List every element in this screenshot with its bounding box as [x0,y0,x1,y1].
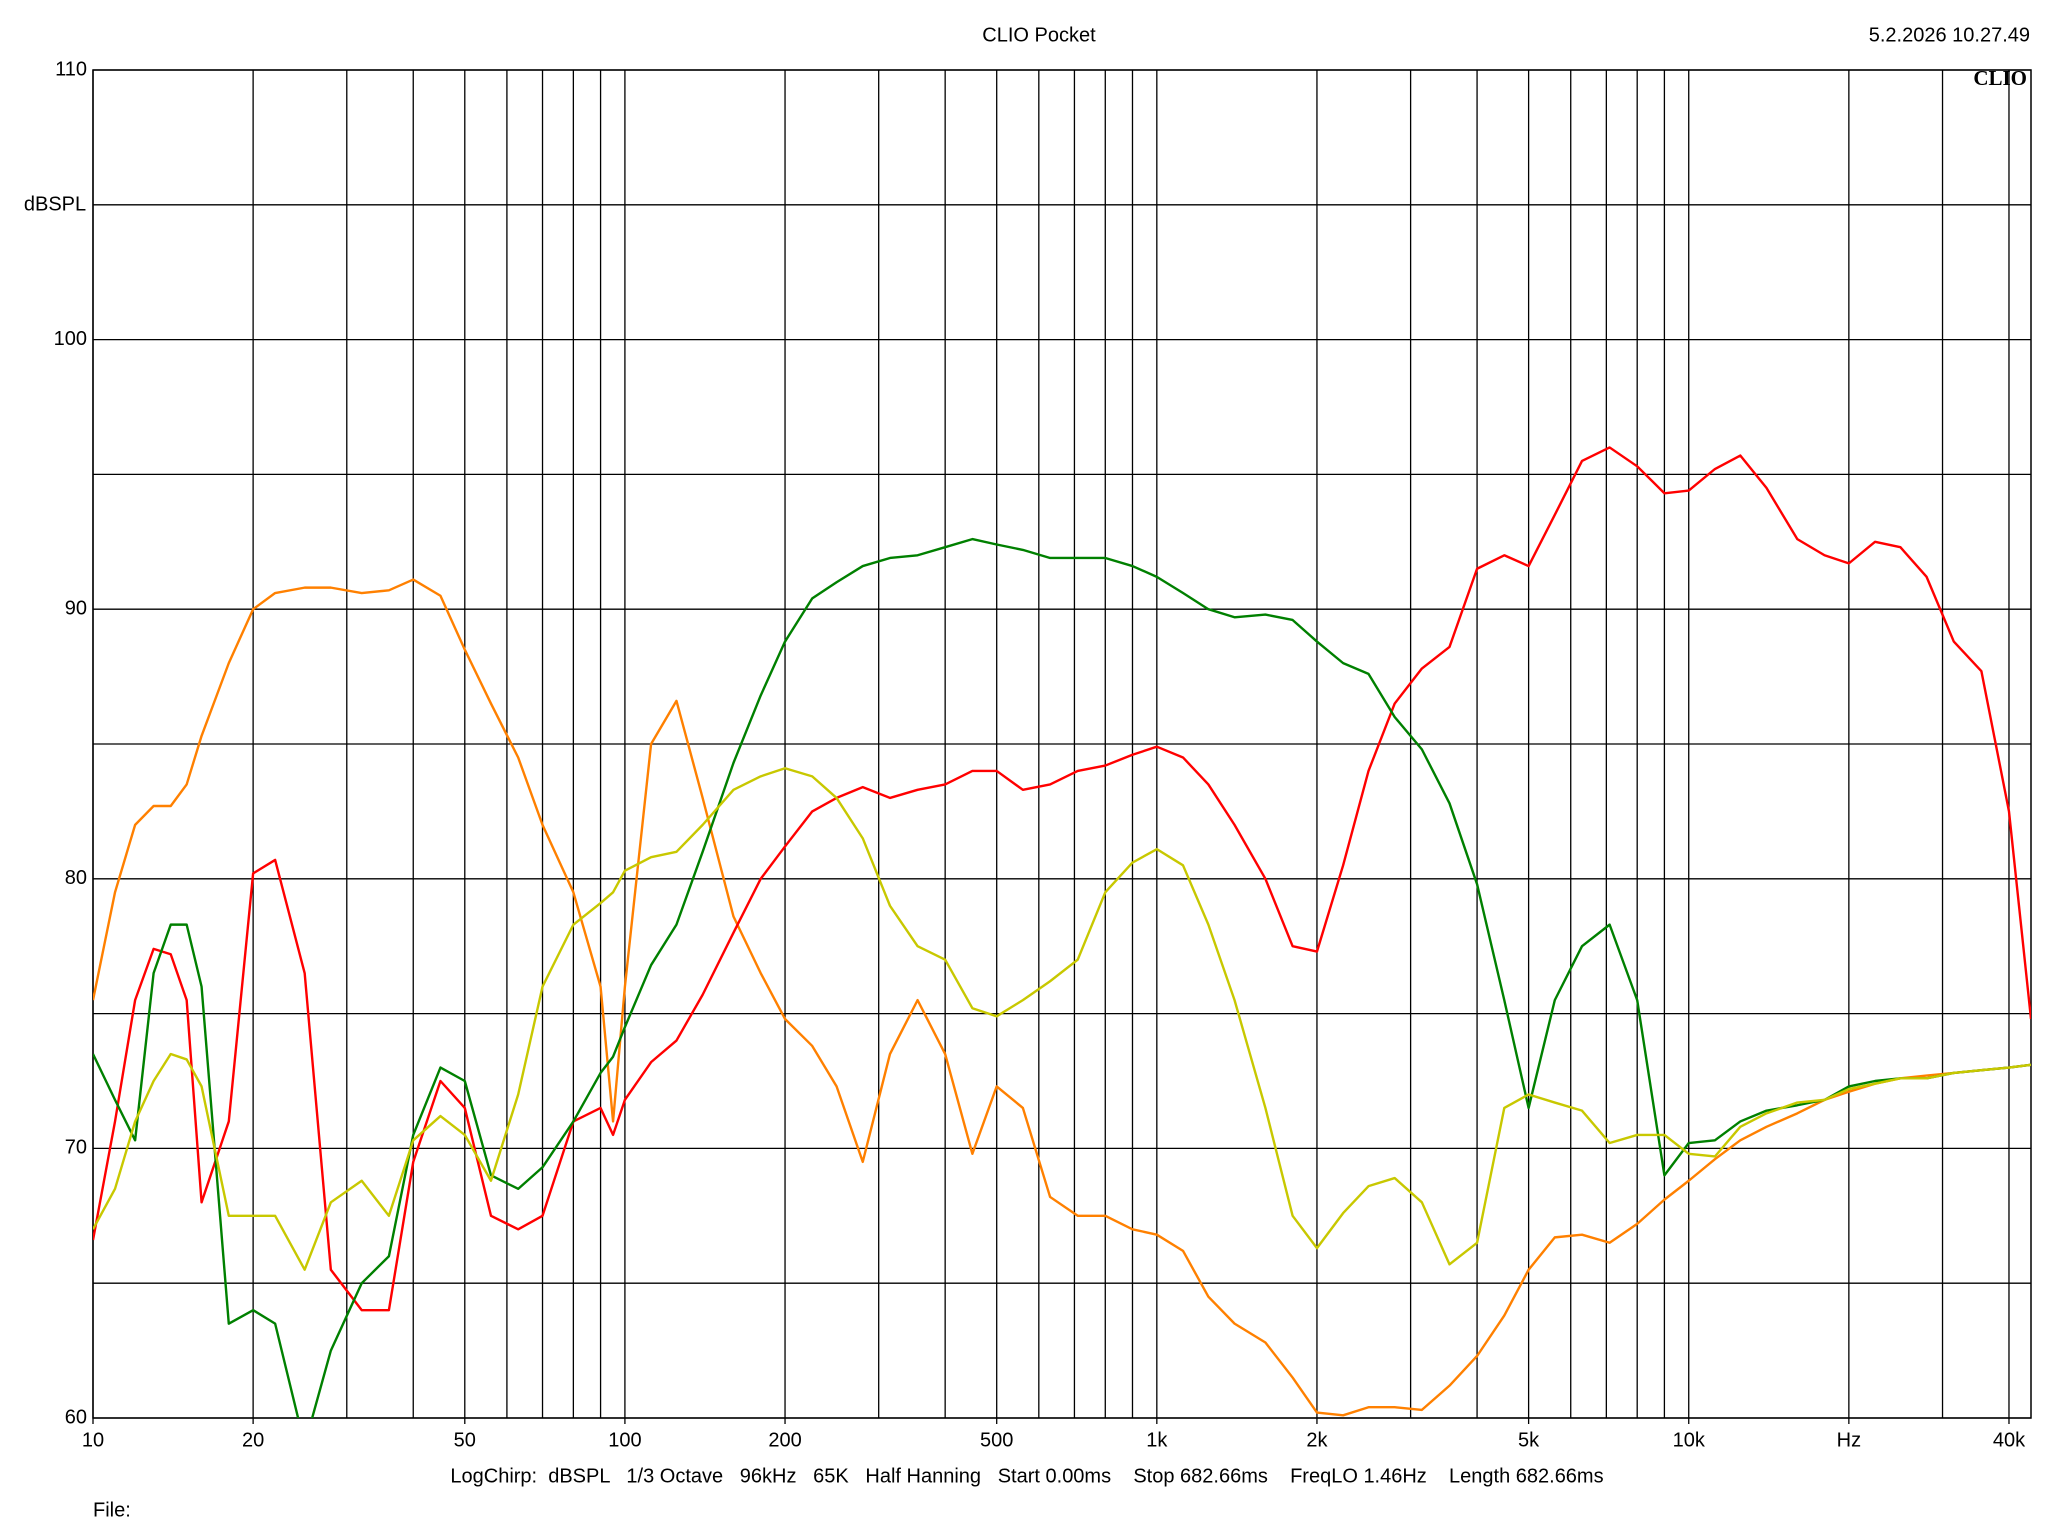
series-line [93,537,2031,1418]
x-tick-label: 10 [82,1429,104,1451]
x-tick-label: Hz [1837,1429,1861,1451]
y-tick-label: 110 [55,58,87,80]
timestamp: 5.2.2026 10.27.49 [1869,24,2030,46]
footer-info: LogChirp: dBSPL 1/3 Octave 96kHz 65K Hal… [450,1465,1603,1487]
x-tick-label: 20 [242,1429,264,1451]
series-line [93,446,2031,1312]
plot-area [93,446,2031,1418]
y-tick-label: 100 [54,328,87,350]
x-tick-label: 2k [1306,1429,1328,1451]
y-tick-label: 70 [65,1137,87,1159]
y-tick-label: 60 [65,1406,87,1428]
series-line [93,578,2031,1417]
x-tick-label: 100 [608,1429,641,1451]
series-line [93,767,2031,1271]
y-tick-label: 90 [65,597,87,619]
chart-title: CLIO Pocket [982,24,1096,46]
x-tick-label: 50 [454,1429,476,1451]
x-tick-label: 40k [1993,1429,2026,1451]
x-tick-label: 200 [768,1429,801,1451]
file-label: File: [93,1499,131,1521]
x-tick-label: 1k [1146,1429,1168,1451]
grid [92,69,2031,1419]
x-tick-label: 10k [1673,1429,1706,1451]
y-tick-label: 80 [65,867,87,889]
y-axis-label: dBSPL [24,193,86,215]
x-tick-label: 500 [980,1429,1013,1451]
x-tick-label: 5k [1518,1429,1540,1451]
